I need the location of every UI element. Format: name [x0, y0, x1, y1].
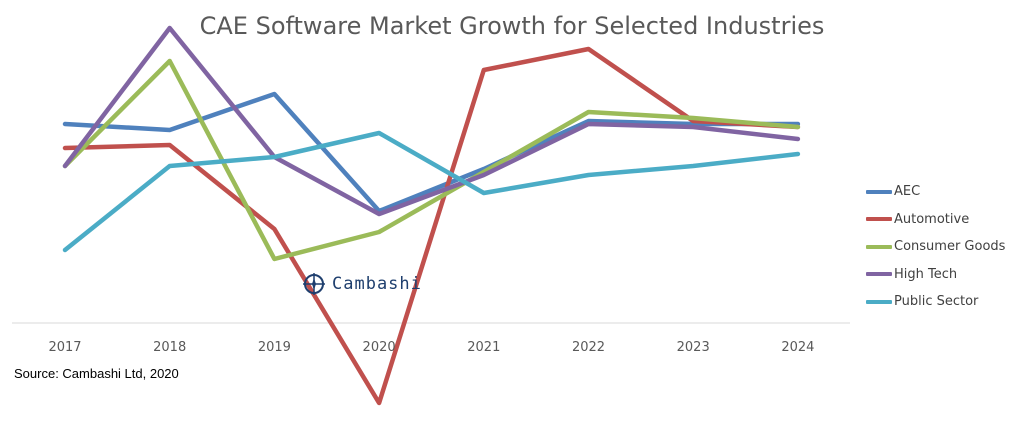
x-tick-label: 2022: [572, 340, 605, 355]
series-line-high-tech: [62, 25, 801, 217]
legend-swatch: [866, 272, 892, 277]
legend-item: AEC: [866, 178, 1005, 206]
series-line-public-sector: [62, 130, 801, 253]
legend-item: Public Sector: [866, 288, 1005, 316]
legend-item: High Tech: [866, 261, 1005, 289]
legend-label: Public Sector: [894, 294, 979, 310]
cambashi-watermark: Cambashi: [302, 272, 422, 296]
legend-swatch: [866, 217, 892, 222]
x-tick-label: 2018: [153, 340, 186, 355]
legend-swatch: [866, 299, 892, 304]
compass-logo-icon: [303, 273, 325, 295]
x-tick-label: 2024: [781, 340, 814, 355]
chart-legend: AEC Automotive Consumer Goods High Tech Publ…: [866, 178, 1005, 316]
source-note: Source: Cambashi Ltd, 2020: [14, 366, 179, 381]
x-tick-label: 2017: [48, 340, 81, 355]
series-line-automotive: [62, 46, 801, 406]
series-layer: [62, 25, 801, 406]
watermark-text: Cambashi: [332, 274, 422, 294]
x-tick-label: 2021: [467, 340, 500, 355]
series-line-consumer-goods: [62, 58, 801, 262]
series-line-aec: [62, 91, 801, 214]
legend-label: High Tech: [894, 266, 958, 282]
legend-swatch: [866, 244, 892, 249]
x-tick-label: 2023: [677, 340, 710, 355]
x-tick-labels: 2017 2018 2019 2020 2021 2022 2023 2024: [48, 340, 814, 355]
legend-swatch: [866, 189, 892, 194]
legend-item: Automotive: [866, 206, 1005, 234]
legend-item: Consumer Goods: [866, 233, 1005, 261]
chart-title: CAE Software Market Growth for Selected …: [199, 12, 825, 40]
x-tick-label: 2020: [363, 340, 396, 355]
legend-label: AEC: [894, 184, 921, 200]
x-tick-label: 2019: [258, 340, 291, 355]
legend-label: Consumer Goods: [894, 239, 1006, 255]
legend-label: Automotive: [894, 211, 970, 227]
